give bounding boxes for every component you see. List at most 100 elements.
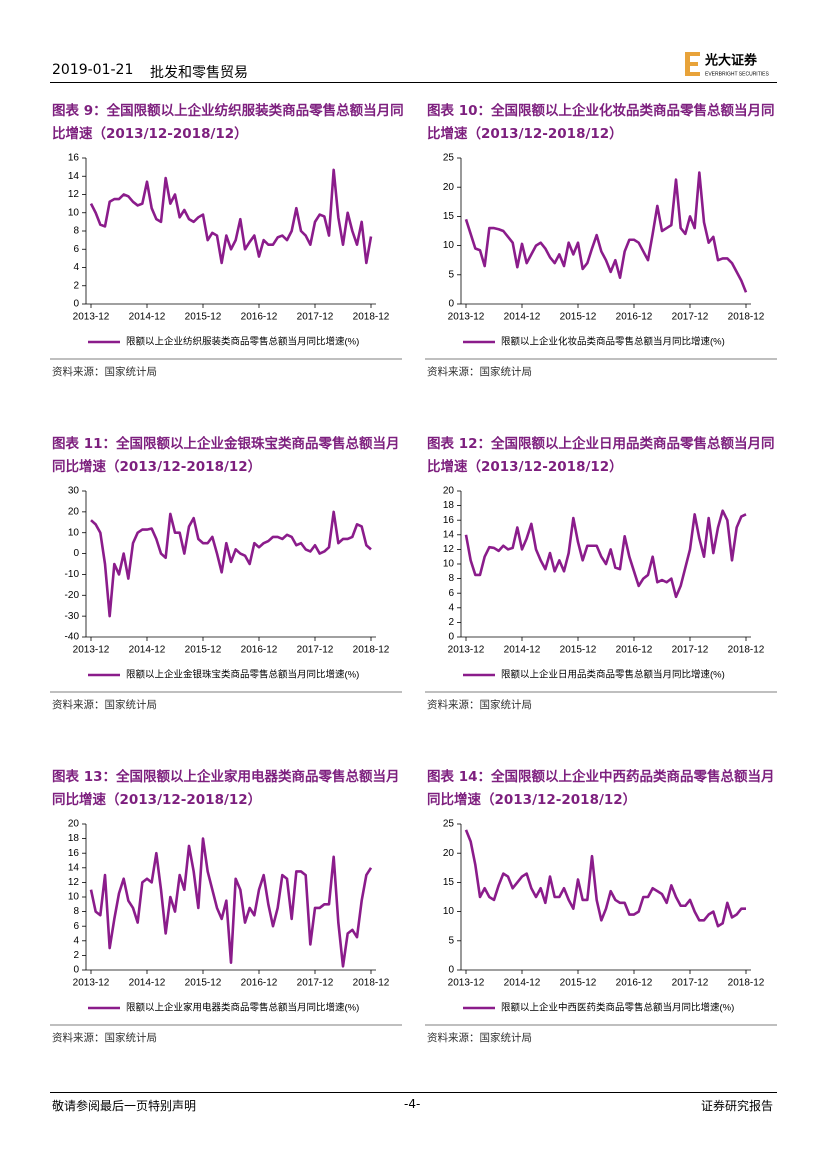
- legend-label: 限额以上企业纺织服装类商品零售总额当月同比增速(%): [126, 336, 359, 348]
- x-tick-label: 2017-12: [672, 312, 709, 323]
- logo-en: EVERBRIGHT SECURITIES: [705, 71, 769, 77]
- y-tick-label: 0: [73, 965, 79, 976]
- y-tick-label: 2: [73, 280, 79, 291]
- logo-mark: [690, 62, 698, 66]
- x-tick-label: 2017-12: [672, 978, 709, 989]
- x-tick-label: 2018-12: [353, 978, 390, 989]
- x-tick-label: 2016-12: [616, 978, 653, 989]
- series-line: [464, 509, 747, 599]
- y-tick-label: -20: [65, 590, 80, 601]
- y-tick-label: 12: [443, 544, 455, 555]
- footer-report-type: 证券研究报告: [701, 1099, 774, 1113]
- y-tick-label: 8: [73, 226, 79, 237]
- legend-label: 限额以上企业家用电器类商品零售总额当月同比增速(%): [126, 1002, 359, 1014]
- y-tick-label: 4: [448, 602, 454, 613]
- chart-title: 图表 14：全国限额以上企业中西药品类商品零售总额当月同比增速（2013/12-…: [427, 769, 775, 808]
- y-tick-label: 30: [68, 486, 80, 497]
- y-tick-label: 20: [68, 506, 80, 517]
- y-tick-label: 20: [443, 486, 455, 497]
- y-tick-label: 10: [443, 906, 455, 917]
- y-tick-label: 14: [68, 862, 80, 873]
- y-tick-label: 10: [443, 559, 455, 570]
- x-tick-label: 2013-12: [73, 645, 110, 656]
- y-tick-label: 6: [73, 244, 79, 255]
- y-tick-label: 25: [443, 819, 455, 830]
- y-tick-label: 16: [443, 515, 455, 526]
- source-note: 资料来源：国家统计局: [52, 365, 157, 378]
- y-tick-label: 0: [73, 548, 79, 559]
- y-tick-label: 12: [68, 189, 80, 200]
- x-tick-label: 2014-12: [129, 645, 166, 656]
- y-tick-label: 0: [448, 299, 454, 310]
- chart-title: 图表 12：全国限额以上企业日用品类商品零售总额当月同比增速（2013/12-2…: [427, 436, 775, 475]
- y-tick-label: 15: [443, 877, 455, 888]
- chart-title: 图表 11：全国限额以上企业金银珠宝类商品零售总额当月同比增速（2013/12-…: [52, 436, 400, 475]
- y-tick-label: -10: [65, 569, 80, 580]
- x-tick-label: 2018-12: [728, 978, 765, 989]
- x-tick-label: 2015-12: [185, 312, 222, 323]
- source-note: 资料来源：国家统计局: [427, 365, 532, 378]
- y-tick-label: 10: [68, 527, 80, 538]
- x-tick-label: 2013-12: [448, 645, 485, 656]
- y-tick-label: 18: [443, 500, 455, 511]
- logo-mark: [685, 52, 690, 76]
- y-tick-label: 14: [443, 529, 455, 540]
- y-tick-label: 5: [448, 935, 454, 946]
- y-tick-label: 0: [448, 965, 454, 976]
- x-tick-label: 2015-12: [560, 312, 597, 323]
- y-tick-label: 15: [443, 211, 455, 222]
- x-tick-label: 2014-12: [129, 978, 166, 989]
- y-tick-label: 8: [448, 573, 454, 584]
- page-number: -4-: [404, 1097, 421, 1111]
- x-tick-label: 2018-12: [728, 312, 765, 323]
- report-date: 2019-01-21: [52, 62, 134, 78]
- y-tick-label: 25: [443, 153, 455, 164]
- series-line: [464, 171, 748, 293]
- chart: 0 5 10 15 20 25 2013-12 2014-12 2015-12 2016-12 20…: [425, 819, 777, 1044]
- footer-disclaimer: 敬请参阅最后一页特别声明: [52, 1099, 197, 1113]
- footer-rule: [50, 1092, 777, 1093]
- y-tick-label: 20: [443, 848, 455, 859]
- legend-label: 限额以上企业金银珠宝类商品零售总额当月同比增速(%): [126, 669, 359, 681]
- report-section: 批发和零售贸易: [150, 65, 248, 81]
- x-tick-label: 2015-12: [185, 645, 222, 656]
- x-tick-label: 2013-12: [73, 312, 110, 323]
- logo: 光大证券 EVERBRIGHT SECURITIES: [685, 52, 769, 77]
- y-tick-label: 16: [68, 848, 80, 859]
- x-tick-label: 2016-12: [241, 645, 278, 656]
- chart-title: 图表 13：全国限额以上企业家用电器类商品零售总额当月同比增速（2013/12-…: [52, 769, 400, 808]
- chart: 0 2 4 6 8 10 12 14 16 18 20 2013-12 2014-12 2015-12 20…: [425, 486, 777, 711]
- x-tick-label: 2016-12: [241, 978, 278, 989]
- x-tick-label: 2014-12: [504, 312, 541, 323]
- x-tick-label: 2018-12: [353, 312, 390, 323]
- x-tick-label: 2016-12: [616, 645, 653, 656]
- x-tick-label: 2013-12: [73, 978, 110, 989]
- series-line: [90, 510, 372, 618]
- x-tick-label: 2017-12: [672, 645, 709, 656]
- x-tick-label: 2013-12: [448, 312, 485, 323]
- y-tick-label: 6: [73, 921, 79, 932]
- y-tick-label: 16: [68, 153, 80, 164]
- y-tick-label: 10: [443, 240, 455, 251]
- y-tick-label: -30: [65, 611, 80, 622]
- series-line: [89, 168, 373, 265]
- chart: 0 2 4 6 8 10 12 14 16 18 20 2013-12 2014-12 2015-12 20…: [50, 819, 402, 1044]
- y-tick-label: 5: [448, 269, 454, 280]
- header-rule: [50, 82, 777, 83]
- logo-mark: [690, 72, 700, 76]
- y-tick-label: 6: [448, 588, 454, 599]
- x-tick-label: 2014-12: [504, 645, 541, 656]
- chart: 0 5 10 15 20 25 2013-12 2014-12 2015-12 2016-12 20…: [425, 153, 777, 378]
- y-tick-label: 10: [68, 207, 80, 218]
- chart-title: 图表 9：全国限额以上企业纺织服装类商品零售总额当月同比增速（2013/12-2…: [52, 103, 404, 142]
- x-tick-label: 2016-12: [616, 312, 653, 323]
- x-tick-label: 2017-12: [297, 978, 334, 989]
- y-tick-label: 2: [73, 950, 79, 961]
- y-tick-label: 0: [448, 632, 454, 643]
- logo-cn: 光大证券: [704, 53, 758, 69]
- x-tick-label: 2016-12: [241, 312, 278, 323]
- x-tick-label: 2014-12: [504, 978, 541, 989]
- x-tick-label: 2014-12: [129, 312, 166, 323]
- legend-label: 限额以上企业日用品类商品零售总额当月同比增速(%): [501, 669, 725, 681]
